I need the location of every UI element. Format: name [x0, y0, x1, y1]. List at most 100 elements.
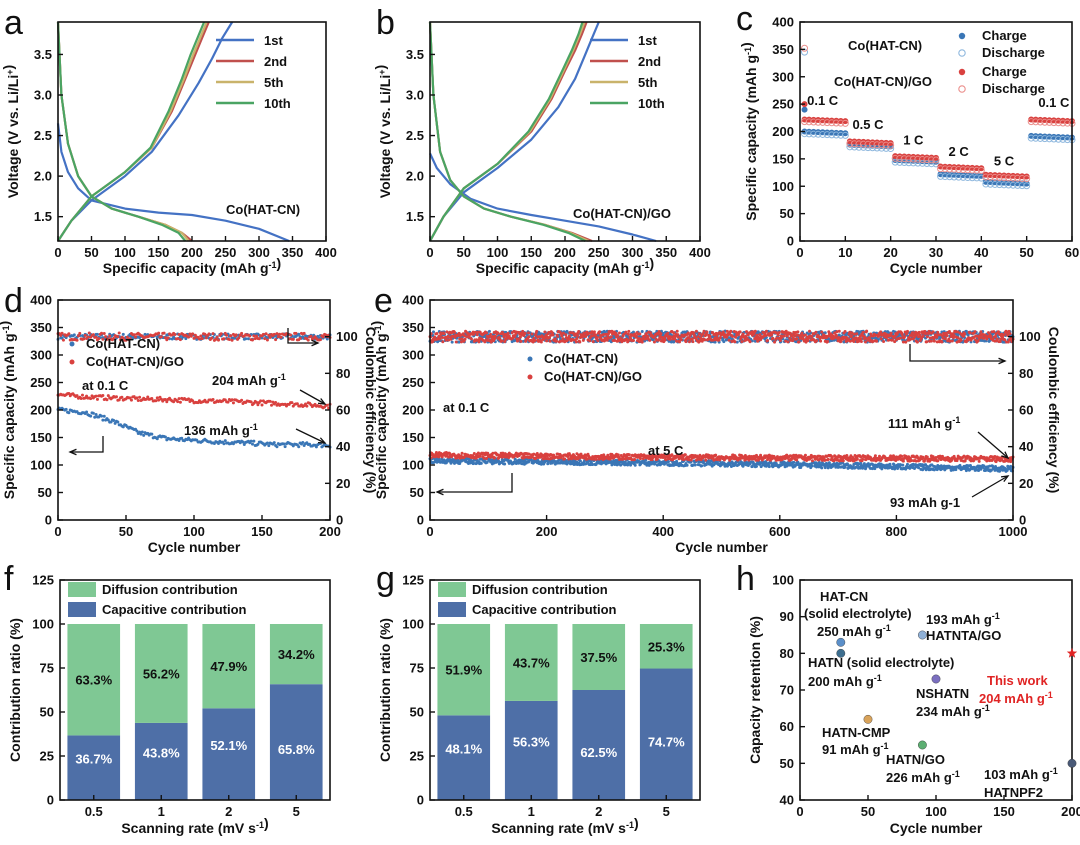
panel-letter: b: [376, 4, 395, 42]
efficiency-point: [973, 330, 977, 334]
legend-label: 1st: [638, 33, 657, 48]
efficiency-point: [771, 336, 775, 340]
efficiency-point: [959, 338, 963, 342]
efficiency-point: [859, 340, 863, 344]
capacity-point: [901, 463, 905, 467]
efficiency-point: [834, 333, 838, 337]
capacity-point: [150, 432, 154, 436]
capacity-point: [873, 467, 877, 471]
capacity-point: [301, 441, 305, 445]
efficiency-point: [487, 329, 491, 333]
efficiency-point: [210, 336, 214, 340]
efficiency-point: [819, 339, 823, 343]
efficiency-point: [551, 333, 555, 337]
legend-group-label: Co(HAT-CN): [848, 38, 922, 53]
efficiency-point: [87, 331, 91, 335]
efficiency-point: [82, 337, 86, 341]
efficiency-point: [574, 340, 578, 344]
rate-label: 5 C: [994, 153, 1015, 168]
efficiency-point: [705, 330, 709, 334]
capacity-point: [486, 451, 490, 455]
efficiency-point: [868, 337, 872, 341]
x-tick-label: 30: [929, 245, 943, 260]
efficiency-point: [457, 340, 461, 344]
efficiency-point: [676, 333, 680, 337]
efficiency-point: [690, 337, 694, 341]
capacity-point: [841, 459, 845, 463]
capacity-point: [754, 464, 758, 468]
efficiency-point: [216, 338, 220, 342]
efficiency-point: [431, 339, 435, 343]
capacity-point: [295, 402, 299, 406]
y-tick-label: 300: [30, 348, 52, 363]
panel-letter: e: [374, 282, 393, 320]
capacity-point: [163, 435, 167, 439]
efficiency-point: [617, 331, 621, 335]
annotation: at 0.1 C: [82, 378, 129, 393]
capacity-point: [157, 398, 161, 402]
efficiency-point: [523, 331, 527, 335]
y2-tick-label: 40: [336, 439, 350, 454]
x-tick-label: 50: [119, 524, 133, 539]
rate-label: 2 C: [949, 144, 970, 159]
capacity-point: [826, 457, 830, 461]
discharge-point: [1023, 175, 1031, 183]
efficiency-point: [72, 333, 76, 337]
capacity-point: [120, 395, 124, 399]
efficiency-point: [452, 330, 456, 334]
efficiency-point: [979, 330, 983, 334]
capacity-point: [954, 468, 958, 472]
capacity-point: [241, 440, 245, 444]
discharge-point: [841, 119, 849, 127]
efficiency-point: [173, 333, 177, 337]
capacity-point: [64, 407, 68, 411]
charge-point: [933, 154, 939, 161]
capacity-point: [460, 451, 464, 455]
efficiency-point: [936, 330, 940, 334]
efficiency-point: [450, 340, 454, 344]
legend-marker: [958, 68, 966, 76]
efficiency-point: [496, 331, 500, 335]
capacity-point: [135, 396, 139, 400]
efficiency-point: [263, 337, 267, 341]
efficiency-point: [229, 334, 233, 338]
efficiency-point: [727, 338, 731, 342]
capacity-point: [146, 395, 150, 399]
capacity-point: [165, 400, 169, 404]
capacity-point: [633, 458, 637, 462]
capacity-point: [85, 410, 89, 414]
rate-label: 0.1 C: [1038, 95, 1070, 110]
capacity-point: [105, 398, 109, 402]
efficiency-point: [605, 338, 609, 342]
efficiency-point: [694, 329, 698, 333]
efficiency-point: [729, 329, 733, 333]
efficiency-point: [200, 337, 204, 341]
efficiency-point: [203, 332, 207, 336]
efficiency-point: [128, 337, 132, 341]
capacity-point: [256, 403, 260, 407]
efficiency-point: [929, 339, 933, 343]
efficiency-point: [940, 340, 944, 344]
efficiency-point: [626, 332, 630, 336]
efficiency-point: [826, 339, 830, 343]
discharge-point: [932, 160, 940, 168]
discharge-curve-5th: [428, 21, 590, 243]
efficiency-point: [925, 340, 929, 344]
capacity-point: [272, 441, 276, 445]
capacity-point: [700, 464, 704, 468]
x-tick-label: 50: [84, 245, 98, 260]
capacity-point: [67, 392, 71, 396]
efficiency-point: [640, 329, 644, 333]
capacity-point: [222, 442, 226, 446]
axis-arrow: [68, 436, 104, 456]
capacity-point: [106, 418, 110, 422]
capacity-point: [563, 457, 567, 461]
capacity-point: [138, 395, 142, 399]
discharge-point: [801, 44, 809, 52]
x-tick-label: 20: [883, 245, 897, 260]
x-axis-title: Cycle number: [148, 539, 241, 555]
legend-marker: [958, 32, 966, 40]
efficiency-point: [264, 332, 268, 336]
capacity-point: [290, 401, 294, 405]
efficiency-point: [915, 340, 919, 344]
